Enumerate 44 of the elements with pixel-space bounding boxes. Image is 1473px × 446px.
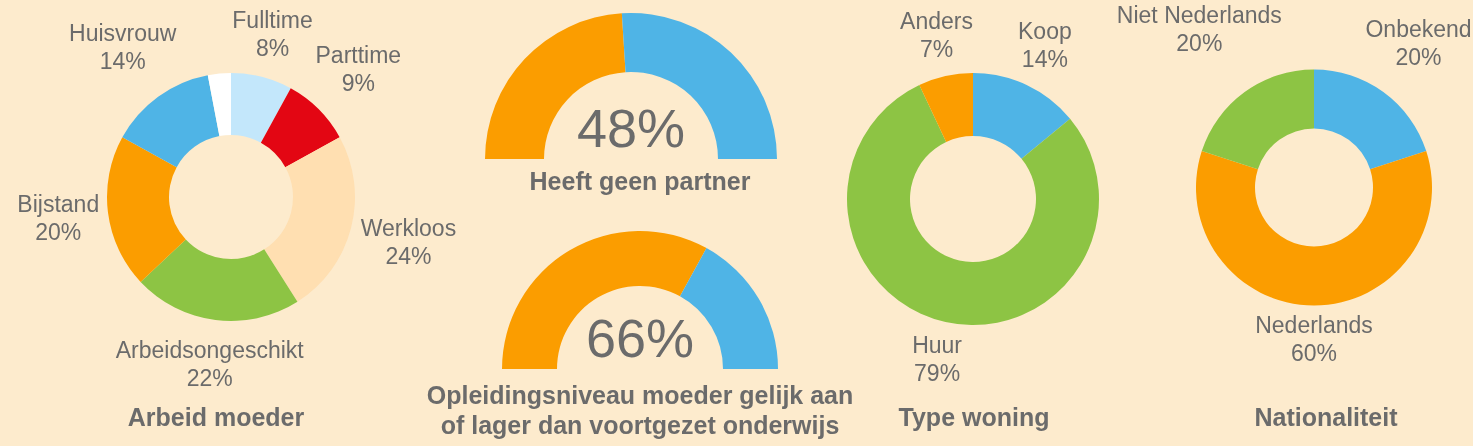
donut-slice — [140, 239, 298, 321]
donut-slice — [919, 73, 973, 142]
data-label: 22% — [186, 365, 233, 392]
slice-label: Niet Nederlands — [1116, 1, 1282, 28]
slice-label: Koop — [1018, 18, 1072, 45]
data-label: 24% — [385, 242, 432, 269]
donut-slice — [260, 88, 340, 168]
slice-label: Onbekend — [1365, 15, 1472, 42]
text: Type woning — [898, 403, 1050, 431]
donut-slice — [207, 73, 231, 137]
data-label: 60% — [1290, 339, 1338, 366]
text: Heeft geen partner — [529, 167, 751, 195]
slice-label: Fulltime — [232, 7, 313, 34]
donut-slice — [231, 73, 291, 143]
data-label: 48% — [576, 98, 686, 158]
data-label: 14% — [1021, 46, 1068, 73]
donut-slice — [107, 137, 186, 282]
donut-slice — [973, 73, 1071, 159]
donut-slice — [122, 75, 220, 168]
slice-label: Huur — [912, 331, 963, 358]
donut-slice — [1196, 151, 1432, 306]
slice-label: Anders — [900, 7, 973, 34]
data-label: 9% — [341, 69, 375, 96]
data-label: 66% — [585, 308, 695, 368]
donut-slice — [1314, 69, 1427, 170]
slice-label: Arbeidsongeschikt — [115, 337, 305, 364]
data-label: 20% — [35, 218, 82, 245]
slice-label: Nederlands — [1255, 311, 1373, 338]
data-label: 20% — [1176, 29, 1223, 56]
donut-slice — [264, 137, 355, 302]
text: Opleidingsniveau moeder gelijk aan of lager dan voortgezet onderwijs — [426, 381, 854, 439]
data-label: 7% — [919, 35, 954, 62]
data-label: 8% — [255, 35, 290, 62]
data-label: 79% — [914, 359, 961, 386]
donut-slice — [1201, 69, 1314, 170]
data-label: 20% — [1395, 43, 1442, 70]
slice-label: Parttime — [315, 41, 402, 68]
slice-label: Huisvrouw — [69, 19, 177, 46]
slice-label: Bijstand — [17, 190, 100, 217]
text: Arbeid moeder — [127, 403, 305, 431]
data-label: 14% — [99, 47, 146, 74]
donut-slice — [847, 84, 1099, 325]
slice-label: Werkloos — [360, 214, 457, 241]
text: Nationaliteit — [1254, 403, 1399, 431]
